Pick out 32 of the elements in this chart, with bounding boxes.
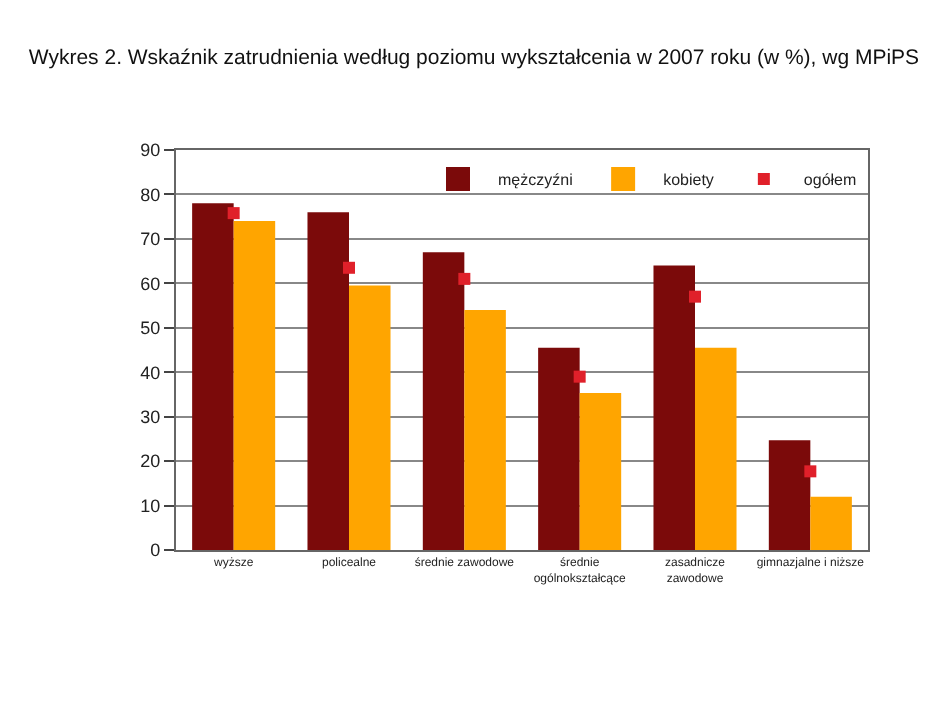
chart-title: Wykres 2. Wskaźnik zatrudnienia według poziomu wykształcenia w 2007 roku (w %), wg MPiPS (28, 46, 920, 71)
y-tick-label: 90 (140, 140, 161, 161)
legend-label: mężczyźni (498, 171, 574, 190)
bar (422, 252, 465, 550)
legend-label: kobiety (663, 171, 714, 190)
bar (768, 440, 811, 550)
bar (579, 393, 622, 550)
y-tick-label: 50 (140, 318, 161, 339)
y-tick-label: 0 (150, 540, 161, 561)
y-tick-label: 80 (140, 184, 161, 205)
point (458, 272, 471, 285)
legend-label: ogółem (803, 171, 857, 190)
bar (695, 347, 737, 550)
y-tick-label: 70 (140, 229, 161, 250)
y-tick-label: 30 (140, 406, 161, 427)
y-tick-label: 10 (140, 495, 161, 516)
y-tick-label: 60 (140, 273, 161, 294)
y-tick-label: 20 (140, 451, 161, 472)
bar (653, 265, 695, 550)
point (227, 207, 240, 220)
bar (349, 285, 391, 550)
bar (307, 212, 349, 550)
point (689, 290, 701, 303)
point (573, 370, 586, 383)
bar (810, 496, 852, 550)
y-tick-label: 40 (140, 362, 161, 383)
bar (464, 310, 506, 550)
bar (192, 203, 234, 550)
bar (538, 347, 580, 550)
point (804, 465, 817, 478)
bar (233, 221, 276, 550)
point (343, 261, 355, 274)
